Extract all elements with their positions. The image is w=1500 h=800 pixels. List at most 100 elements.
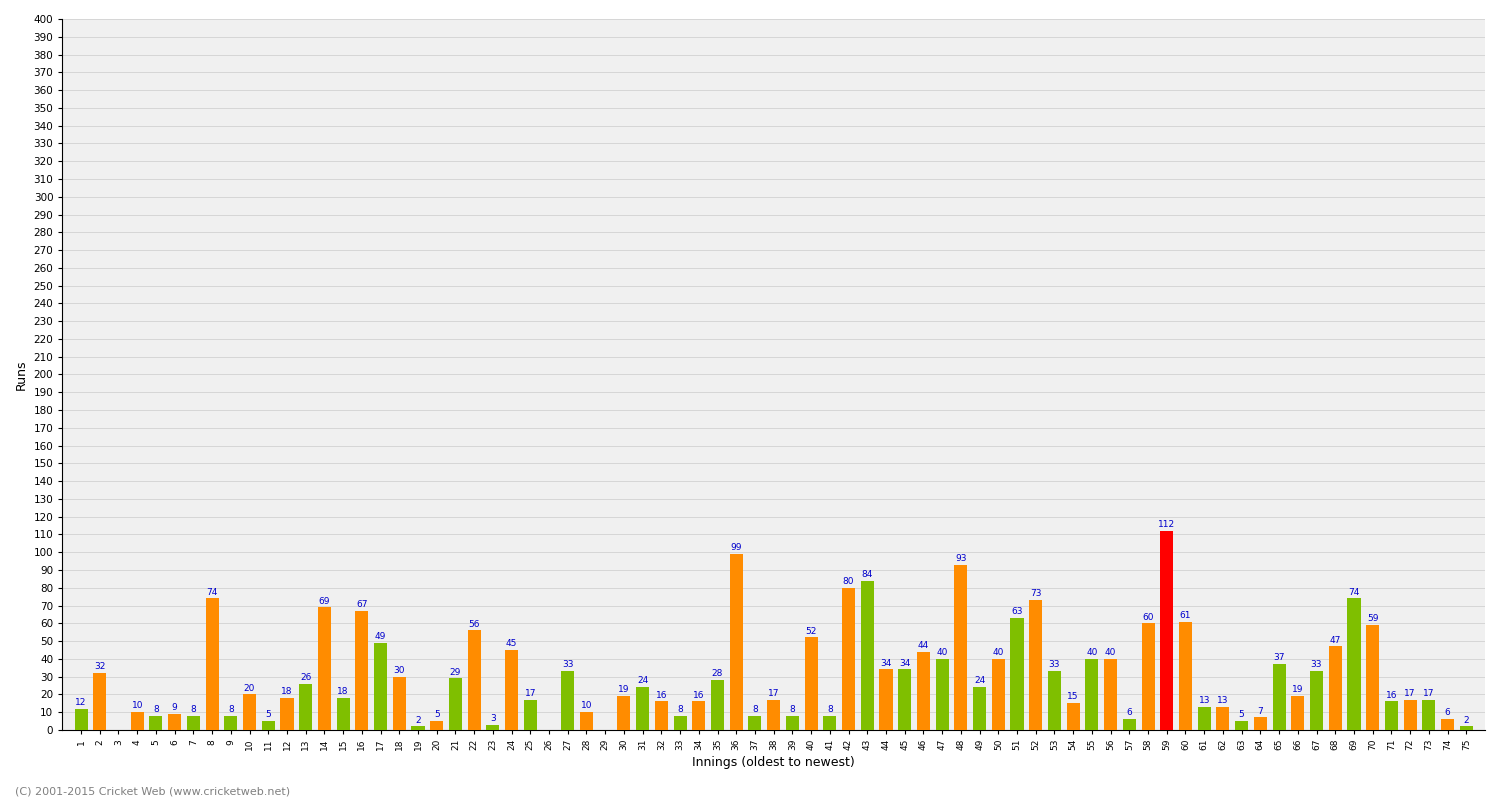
Text: 59: 59 [1366, 614, 1378, 623]
Text: 33: 33 [1311, 661, 1323, 670]
Text: 80: 80 [843, 577, 855, 586]
Bar [356, 611, 369, 730]
Text: 49: 49 [375, 632, 386, 641]
Bar [298, 684, 312, 730]
Bar [861, 581, 874, 730]
Text: 17: 17 [768, 689, 780, 698]
Bar [1347, 598, 1360, 730]
Bar [374, 643, 387, 730]
Bar [766, 700, 780, 730]
Bar [506, 650, 518, 730]
Bar [1216, 707, 1230, 730]
Text: 45: 45 [506, 639, 518, 648]
Bar [75, 709, 87, 730]
Bar [561, 671, 574, 730]
Bar [150, 716, 162, 730]
Text: 5: 5 [433, 710, 439, 719]
Bar [618, 696, 630, 730]
Text: 5: 5 [1239, 710, 1245, 719]
Text: 84: 84 [861, 570, 873, 579]
Text: 16: 16 [656, 690, 668, 700]
Bar [1329, 646, 1342, 730]
Bar [1011, 618, 1023, 730]
Text: 17: 17 [1424, 689, 1434, 698]
Text: 33: 33 [562, 661, 573, 670]
Text: 15: 15 [1068, 693, 1078, 702]
Text: 8: 8 [789, 705, 795, 714]
Text: 3: 3 [490, 714, 496, 723]
Text: 34: 34 [898, 658, 910, 668]
Text: 10: 10 [132, 702, 142, 710]
Text: 33: 33 [1048, 661, 1060, 670]
Bar [1366, 625, 1378, 730]
Text: 74: 74 [207, 588, 218, 597]
Bar [674, 716, 687, 730]
Text: 28: 28 [712, 670, 723, 678]
Text: 47: 47 [1329, 636, 1341, 645]
Bar [486, 725, 500, 730]
Bar [748, 716, 762, 730]
Text: 73: 73 [1030, 590, 1041, 598]
Bar [206, 598, 219, 730]
Text: 8: 8 [752, 705, 758, 714]
Text: 40: 40 [993, 648, 1004, 657]
Text: 29: 29 [450, 667, 460, 677]
Bar [1272, 664, 1286, 730]
Bar [729, 554, 742, 730]
Text: 112: 112 [1158, 520, 1176, 529]
Bar [1442, 719, 1454, 730]
Text: 8: 8 [827, 705, 833, 714]
Text: 19: 19 [1292, 686, 1304, 694]
Bar [1384, 702, 1398, 730]
Bar [1197, 707, 1210, 730]
Text: 16: 16 [1386, 690, 1396, 700]
Text: 60: 60 [1143, 613, 1154, 622]
Bar [1234, 721, 1248, 730]
Bar [842, 588, 855, 730]
Text: 8: 8 [190, 705, 196, 714]
Bar [411, 726, 424, 730]
Text: 13: 13 [1216, 696, 1228, 705]
Text: 40: 40 [1106, 648, 1116, 657]
Bar [1048, 671, 1060, 730]
Bar [1142, 623, 1155, 730]
Text: 93: 93 [956, 554, 966, 563]
Bar [448, 678, 462, 730]
Text: 17: 17 [1404, 689, 1416, 698]
Bar [786, 716, 800, 730]
Text: 69: 69 [318, 597, 330, 606]
Text: 99: 99 [730, 543, 742, 552]
Text: 5: 5 [266, 710, 272, 719]
Text: 26: 26 [300, 673, 312, 682]
X-axis label: Innings (oldest to newest): Innings (oldest to newest) [693, 756, 855, 769]
Bar [936, 659, 948, 730]
Bar [225, 716, 237, 730]
Bar [93, 673, 106, 730]
Bar [336, 698, 350, 730]
Bar [580, 712, 592, 730]
Bar [468, 630, 480, 730]
Text: 61: 61 [1179, 610, 1191, 620]
Bar [711, 680, 724, 730]
Bar [656, 702, 668, 730]
Bar [1086, 659, 1098, 730]
Bar [168, 714, 182, 730]
Text: 20: 20 [244, 683, 255, 693]
Bar [393, 677, 406, 730]
Text: 24: 24 [974, 677, 986, 686]
Text: 56: 56 [468, 620, 480, 629]
Bar [261, 721, 274, 730]
Bar [879, 670, 892, 730]
Text: 8: 8 [153, 705, 159, 714]
Bar [1310, 671, 1323, 730]
Bar [1179, 622, 1192, 730]
Bar [636, 687, 650, 730]
Text: 6: 6 [1444, 709, 1450, 718]
Bar [974, 687, 986, 730]
Bar [692, 702, 705, 730]
Bar [1254, 718, 1268, 730]
Text: 10: 10 [580, 702, 592, 710]
Text: 7: 7 [1257, 706, 1263, 716]
Bar [916, 652, 930, 730]
Text: 67: 67 [356, 600, 368, 609]
